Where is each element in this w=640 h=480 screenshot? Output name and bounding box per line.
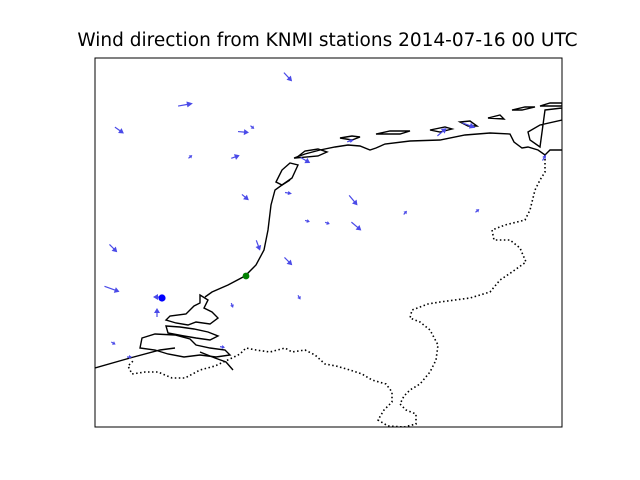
wind-arrow <box>541 154 546 161</box>
wind-arrow <box>241 193 249 201</box>
wind-arrow <box>177 101 193 108</box>
wind-arrow <box>127 355 132 359</box>
map-frame <box>94 57 563 428</box>
wind-arrow <box>475 209 480 213</box>
wind-arrows <box>104 72 546 359</box>
wind-arrow <box>109 244 118 253</box>
wind-arrow <box>114 126 124 134</box>
wind-arrow <box>283 72 293 82</box>
wind-arrow <box>230 302 234 308</box>
wind-arrow <box>462 122 476 129</box>
coastline-mainland <box>95 132 562 371</box>
wind-arrow <box>154 308 160 317</box>
coastline-zeeland <box>139 293 232 358</box>
wind-arrow <box>250 125 255 129</box>
wind-arrow <box>104 285 120 293</box>
wind-arrow <box>351 221 362 231</box>
wind-arrow <box>284 257 293 266</box>
wind-arrow <box>346 139 354 143</box>
wind-arrow <box>403 210 407 215</box>
wind-arrow <box>348 195 358 206</box>
map-title: Wind direction from KNMI stations 2014-0… <box>77 30 578 51</box>
wind-arrow <box>297 294 301 300</box>
wind-arrow <box>231 154 240 160</box>
wind-arrow <box>300 156 311 164</box>
wind-arrow <box>255 240 262 251</box>
coastline-islands <box>275 102 562 186</box>
wind-arrow <box>437 128 447 137</box>
wind-arrow <box>324 221 330 225</box>
wind-arrow <box>110 341 116 345</box>
wind-arrow <box>284 191 292 195</box>
marker-blue <box>158 294 166 302</box>
wind-arrow <box>237 129 249 136</box>
wind-arrow <box>219 345 225 349</box>
wind-arrow <box>188 155 193 159</box>
marker-green <box>242 272 250 280</box>
national-border <box>127 155 546 427</box>
wind-arrow <box>304 219 310 223</box>
